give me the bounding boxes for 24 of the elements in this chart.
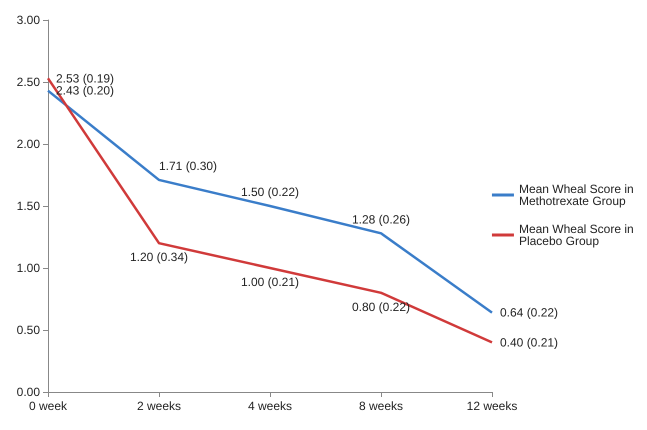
y-tick-label: 3.00 — [16, 13, 40, 27]
y-tick-label: 1.50 — [16, 199, 40, 213]
legend-label: Mean Wheal Score in Placebo Group — [518, 222, 638, 248]
y-tick-label: 1.00 — [16, 261, 40, 275]
data-label: 1.71 (0.30) — [159, 158, 218, 173]
data-label: 1.28 (0.26) — [352, 212, 410, 226]
x-tick-label: 12 weeks — [466, 399, 518, 413]
x-tick-label: 2 weeks — [136, 399, 182, 413]
data-label: 0.80 (0.22) — [352, 300, 410, 314]
y-tick-label: 2.50 — [16, 75, 40, 89]
data-label: 2.43 (0.20) — [56, 84, 114, 98]
data-label: 1.20 (0.34) — [130, 250, 188, 264]
data-label: 1.50 (0.22) — [240, 185, 300, 199]
y-tick-label: 2.00 — [16, 137, 40, 151]
x-tick-label: 8 weeks — [358, 399, 404, 413]
data-label: 2.53 (0.19) — [56, 71, 114, 86]
data-label: 0.40 (0.21) — [500, 335, 558, 350]
data-label: 0.64 (0.22) — [500, 306, 558, 320]
legend-label: Mean Wheal Score in Methotrexate Group — [518, 182, 638, 208]
y-tick-label: 0.50 — [16, 323, 40, 337]
x-tick-label: 0 week — [28, 399, 68, 413]
x-tick-label: 4 weeks — [248, 399, 292, 413]
data-label: 1.00 (0.21) — [240, 275, 300, 289]
y-tick-label: 0.00 — [16, 385, 40, 399]
